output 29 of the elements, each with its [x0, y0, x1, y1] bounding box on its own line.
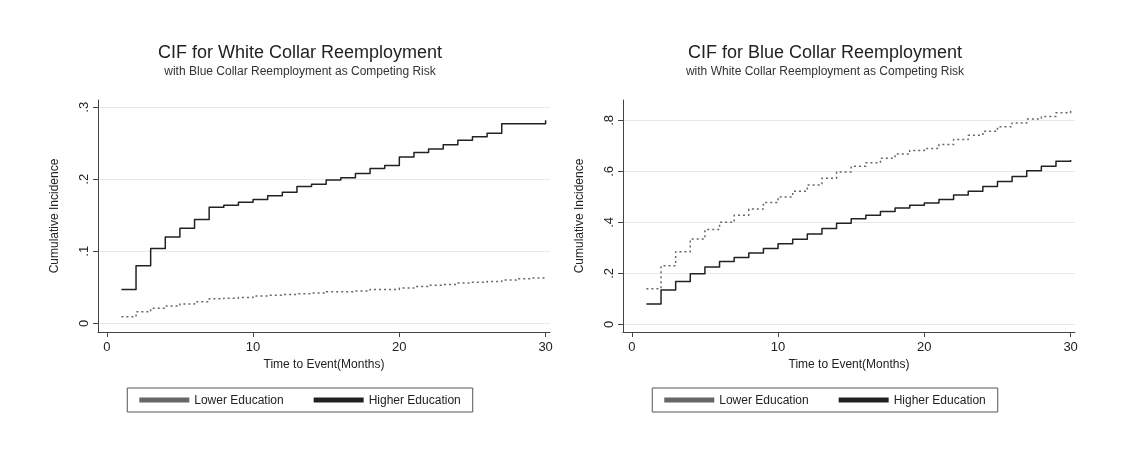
x-axis-title: Time to Event(Months) — [788, 356, 910, 371]
y-axis-title: Cumulative Incidence — [572, 158, 586, 274]
x-tick-label: 20 — [917, 339, 932, 354]
x-tick-label: 0 — [103, 339, 111, 354]
chart-title: CIF for Blue Collar Reemployment — [687, 42, 963, 62]
y-tick-label: .2 — [601, 267, 616, 279]
x-axis-title: Time to Event(Months) — [263, 356, 385, 371]
legend-label: Higher Education — [368, 393, 461, 407]
y-tick-label: .8 — [601, 114, 616, 126]
chart-subtitle: with White Collar Reemployment as Competing Risk — [684, 64, 966, 78]
y-tick-label: .3 — [76, 101, 91, 113]
y-tick-label: .2 — [76, 173, 91, 185]
chart-subtitle: with Blue Collar Reemployment as Competing Risk — [163, 64, 437, 78]
y-tick-label: 0 — [76, 319, 91, 327]
legend-label: Higher Education — [893, 393, 986, 407]
x-tick-label: 10 — [245, 339, 261, 354]
x-tick-label: 30 — [1063, 339, 1078, 354]
y-tick-label: 0 — [601, 320, 616, 328]
chart-title: CIF for White Collar Reemployment — [157, 42, 443, 62]
x-tick-label: 20 — [392, 339, 407, 354]
x-tick-label: 10 — [770, 339, 786, 354]
x-tick-label: 30 — [538, 339, 553, 354]
y-tick-label: .6 — [601, 165, 616, 177]
legend-label: Lower Education — [719, 393, 809, 407]
x-tick-label: 0 — [628, 339, 636, 354]
y-tick-label: .4 — [601, 216, 616, 228]
y-tick-label: .1 — [76, 245, 91, 257]
legend-label: Lower Education — [194, 393, 284, 407]
y-axis-title: Cumulative Incidence — [47, 158, 61, 274]
